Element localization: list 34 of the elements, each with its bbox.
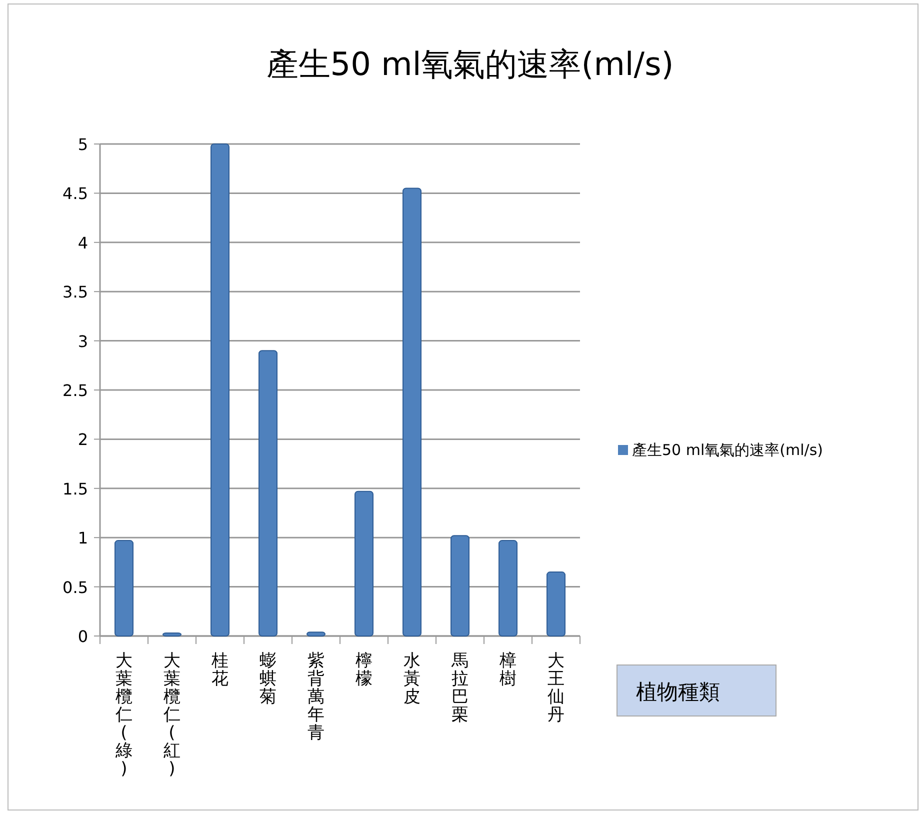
x-tick-label: 桂花 xyxy=(212,651,228,689)
bar xyxy=(498,540,518,636)
bar xyxy=(354,490,374,636)
y-tick-label: 3 xyxy=(78,332,88,351)
x-axis-title: 植物種類 xyxy=(636,680,720,704)
bar xyxy=(162,632,182,636)
y-tick-label: 1 xyxy=(78,528,88,548)
bar xyxy=(450,535,470,636)
y-tick-label: 2 xyxy=(78,430,88,450)
legend-label: 產生50 ml氧氣的速率(ml/s) xyxy=(632,441,823,459)
x-tick-label: 樟樹 xyxy=(500,651,516,689)
x-tick-label: 紫背萬年青 xyxy=(308,651,324,743)
y-tick-label: 5 xyxy=(78,135,88,154)
bar xyxy=(114,540,134,636)
x-tick-label: 檸檬 xyxy=(356,651,372,689)
y-tick-label: 4 xyxy=(78,233,88,252)
bar xyxy=(210,144,230,636)
x-tick-label: 大王仙丹 xyxy=(548,651,564,725)
y-tick-label: 1.5 xyxy=(62,479,88,498)
x-tick-label: 水黃皮 xyxy=(404,651,420,707)
x-tick-label: 大葉欖仁(紅) xyxy=(164,651,180,779)
x-tick-label: 大葉欖仁(綠) xyxy=(116,651,132,779)
x-tick-label: 蟛蜞菊 xyxy=(260,651,276,707)
bar xyxy=(306,632,326,636)
bar xyxy=(402,188,422,636)
chart-title: 產生50 ml氧氣的速率(ml/s) xyxy=(266,45,674,83)
bar xyxy=(258,350,278,636)
bar xyxy=(546,572,566,636)
y-tick-label: 0.5 xyxy=(62,578,88,597)
x-tick-label: 馬拉巴栗 xyxy=(452,651,468,725)
y-tick-label: 2.5 xyxy=(62,381,88,400)
y-tick-label: 4.5 xyxy=(62,184,88,204)
y-tick-label: 0 xyxy=(78,627,88,646)
y-tick-label: 3.5 xyxy=(62,282,88,302)
